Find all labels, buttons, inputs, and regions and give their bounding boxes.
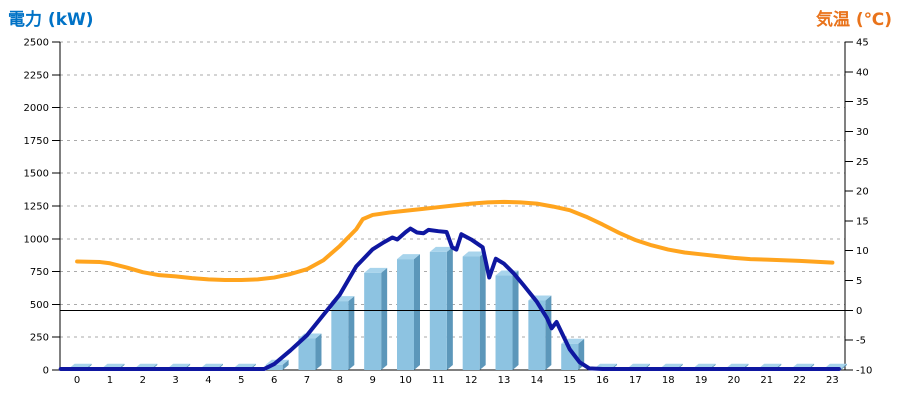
- x-axis-tick-label: 22: [793, 375, 806, 386]
- bar-hour-12: [462, 256, 480, 370]
- bar-side-face: [315, 333, 322, 370]
- x-axis-tick-label: 21: [760, 375, 773, 386]
- x-axis-tick-label: 11: [432, 375, 445, 386]
- power-line: [58, 226, 841, 371]
- right-axis-tick-label: 5: [856, 276, 862, 287]
- x-axis-tick-label: 0: [74, 375, 80, 386]
- right-axis-tick-label: 35: [856, 97, 869, 108]
- x-axis-tick-label: 17: [629, 375, 642, 386]
- temperature-line: [75, 199, 835, 282]
- right-axis-tick-label: 10: [856, 246, 869, 257]
- left-axis-tick-label: 500: [30, 300, 49, 311]
- left-axis-title: 電力 (kW): [8, 10, 94, 30]
- bar-hour-15: [561, 343, 579, 370]
- right-axis-tick-label: -5: [856, 336, 866, 347]
- bar-hour-10: [397, 259, 414, 370]
- right-axis-tick-label: 0: [856, 306, 862, 317]
- left-axis-tick-label: 1750: [24, 136, 49, 147]
- x-axis-tick-label: 15: [563, 375, 576, 386]
- x-axis-tick-label: 14: [530, 375, 543, 386]
- bar-side-face: [348, 296, 355, 370]
- bar-side-face: [381, 267, 388, 370]
- right-axis-title: 気温 (℃): [815, 10, 892, 30]
- bar-top-face: [462, 251, 486, 257]
- bar-hour-14: [528, 300, 546, 370]
- x-axis-tick-label: 23: [826, 375, 839, 386]
- right-axis-tick-label: 30: [856, 127, 869, 138]
- left-axis-tick-label: 2000: [24, 103, 49, 114]
- bar-side-face: [545, 295, 552, 370]
- bar-top-face: [429, 246, 453, 252]
- bar-hour-6: [265, 364, 283, 370]
- x-axis-tick-label: 9: [369, 375, 375, 386]
- right-axis-tick-label: 40: [856, 67, 869, 78]
- bar-side-face: [414, 254, 420, 370]
- x-axis-tick-label: 13: [498, 375, 511, 386]
- bar-side-face: [840, 363, 847, 370]
- bar-top-face: [397, 254, 420, 260]
- bar-hour-8: [331, 301, 349, 370]
- right-axis-tick-label: 15: [856, 216, 869, 227]
- x-axis-tick-label: 19: [695, 375, 708, 386]
- right-axis-tick-label: 45: [856, 38, 869, 49]
- x-axis-tick-label: 18: [662, 375, 675, 386]
- x-axis-tick-label: 5: [238, 375, 244, 386]
- x-axis-tick-label: 7: [304, 375, 310, 386]
- bar-hour-9: [364, 272, 382, 370]
- right-axis-tick-label: 20: [856, 187, 869, 198]
- x-axis-tick-label: 1: [107, 375, 113, 386]
- left-axis-tick-label: 0: [43, 366, 49, 377]
- x-axis-tick-label: 8: [337, 375, 343, 386]
- right-axis-tick-label: 25: [856, 157, 869, 168]
- right-axis-tick-label: -10: [856, 366, 872, 377]
- bar-side-face: [282, 359, 289, 370]
- left-axis-tick-label: 2250: [24, 70, 49, 81]
- x-axis-tick-label: 3: [172, 375, 178, 386]
- x-axis-tick-label: 12: [465, 375, 478, 386]
- x-axis-tick-label: 10: [399, 375, 412, 386]
- x-axis-tick-label: 20: [728, 375, 741, 386]
- x-axis-tick-label: 2: [140, 375, 146, 386]
- x-axis-tick-label: 4: [205, 375, 211, 386]
- bar-side-face: [512, 270, 519, 370]
- left-axis-tick-label: 2500: [24, 38, 49, 49]
- left-axis-tick-label: 750: [30, 267, 49, 278]
- left-axis-tick-label: 1000: [24, 234, 49, 245]
- left-axis-tick-label: 1500: [24, 169, 49, 180]
- bar-hour-7: [298, 338, 316, 370]
- left-axis-tick-label: 250: [30, 333, 49, 344]
- bar-side-face: [446, 246, 453, 370]
- bar-hour-13: [495, 275, 513, 370]
- x-axis-tick-label: 6: [271, 375, 277, 386]
- x-axis-tick-label: 16: [596, 375, 609, 386]
- left-axis-tick-label: 1250: [24, 202, 49, 213]
- bar-top-face: [364, 267, 388, 273]
